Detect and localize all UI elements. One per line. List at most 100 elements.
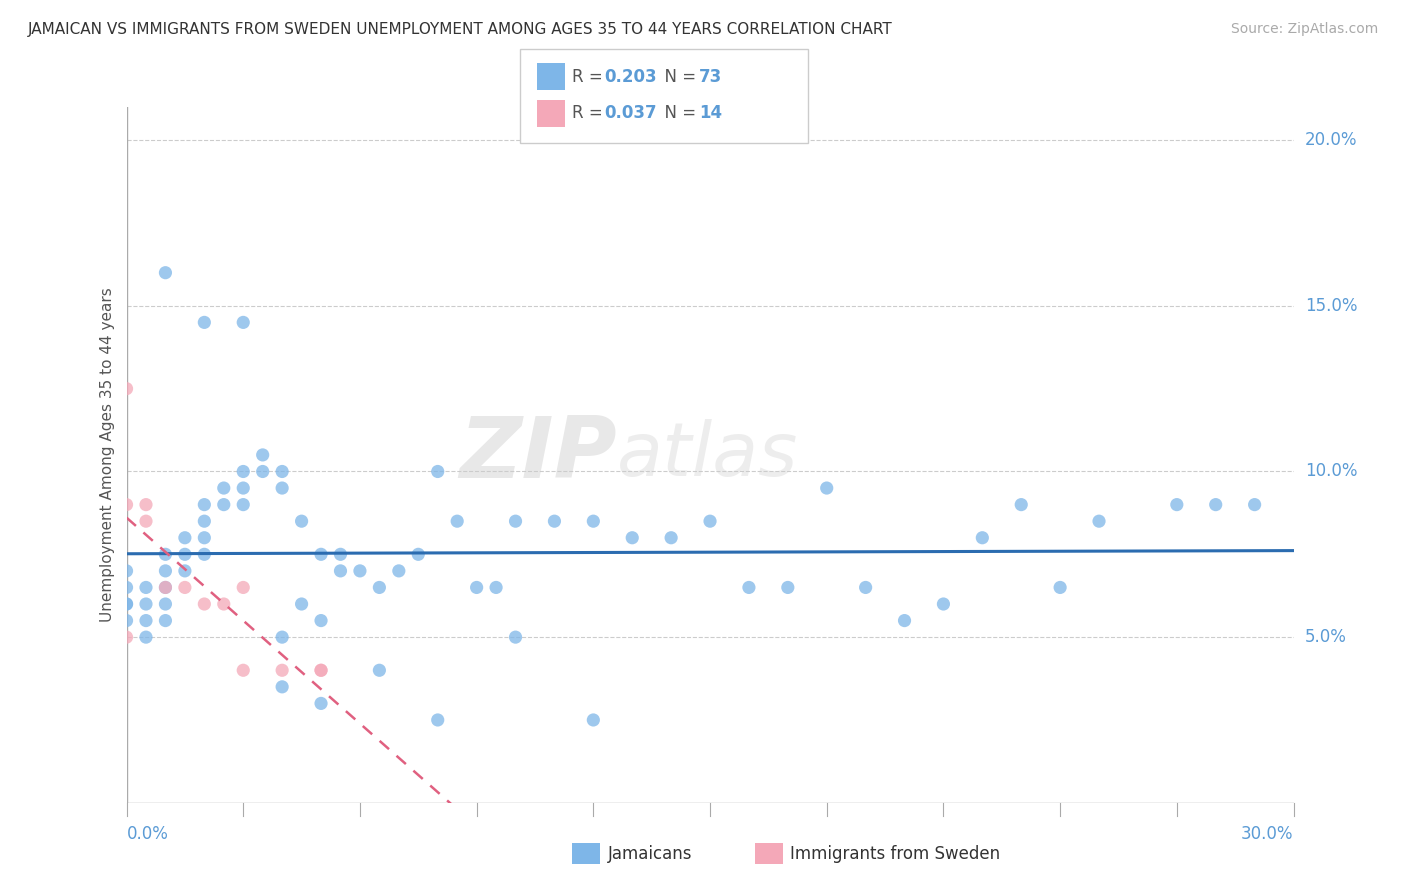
Point: [582, 713, 605, 727]
Point: [621, 531, 644, 545]
Point: [505, 514, 527, 528]
Text: Source: ZipAtlas.com: Source: ZipAtlas.com: [1230, 22, 1378, 37]
Text: 15.0%: 15.0%: [1305, 297, 1358, 315]
Point: [135, 630, 157, 644]
Text: 30.0%: 30.0%: [1241, 825, 1294, 843]
Point: [329, 547, 352, 561]
Point: [155, 581, 177, 595]
Point: [972, 531, 994, 545]
Point: [271, 465, 294, 479]
Text: R =: R =: [572, 104, 609, 122]
Point: [193, 315, 215, 329]
Point: [271, 481, 294, 495]
Point: [388, 564, 411, 578]
Point: [252, 448, 274, 462]
Point: [155, 581, 177, 595]
Point: [893, 614, 915, 628]
Point: [155, 547, 177, 561]
Point: [1088, 514, 1111, 528]
Point: [232, 465, 254, 479]
Text: 10.0%: 10.0%: [1305, 462, 1358, 481]
Point: [232, 581, 254, 595]
Text: Jamaicans: Jamaicans: [607, 845, 692, 863]
Point: [115, 382, 138, 396]
Point: [1243, 498, 1265, 512]
Point: [349, 564, 371, 578]
Point: [212, 481, 235, 495]
Point: [212, 498, 235, 512]
Point: [699, 514, 721, 528]
Y-axis label: Unemployment Among Ages 35 to 44 years: Unemployment Among Ages 35 to 44 years: [100, 287, 115, 623]
Point: [932, 597, 955, 611]
Point: [232, 663, 254, 677]
Point: [329, 564, 352, 578]
Point: [309, 697, 332, 711]
Point: [115, 597, 138, 611]
Point: [174, 581, 197, 595]
Text: N =: N =: [654, 104, 702, 122]
Text: JAMAICAN VS IMMIGRANTS FROM SWEDEN UNEMPLOYMENT AMONG AGES 35 TO 44 YEARS CORREL: JAMAICAN VS IMMIGRANTS FROM SWEDEN UNEMP…: [28, 22, 893, 37]
Point: [135, 614, 157, 628]
Point: [738, 581, 761, 595]
Point: [408, 547, 430, 561]
Point: [193, 514, 215, 528]
Text: atlas: atlas: [617, 419, 799, 491]
Point: [193, 547, 215, 561]
Point: [426, 465, 449, 479]
Point: [232, 498, 254, 512]
Point: [309, 663, 332, 677]
Point: [776, 581, 799, 595]
Point: [212, 597, 235, 611]
Point: [815, 481, 838, 495]
Point: [1049, 581, 1071, 595]
Text: 20.0%: 20.0%: [1305, 131, 1358, 149]
Text: 73: 73: [699, 68, 723, 86]
Point: [582, 514, 605, 528]
Point: [232, 315, 254, 329]
Point: [252, 465, 274, 479]
Point: [271, 680, 294, 694]
Point: [174, 531, 197, 545]
Point: [290, 514, 312, 528]
Point: [1205, 498, 1227, 512]
Point: [426, 713, 449, 727]
Text: 5.0%: 5.0%: [1305, 628, 1347, 646]
Point: [368, 581, 391, 595]
Point: [855, 581, 877, 595]
Point: [115, 564, 138, 578]
Point: [1166, 498, 1188, 512]
Text: 0.0%: 0.0%: [127, 825, 169, 843]
Point: [155, 266, 177, 280]
Point: [465, 581, 488, 595]
Point: [155, 614, 177, 628]
Point: [115, 630, 138, 644]
Text: 0.037: 0.037: [605, 104, 657, 122]
Point: [135, 581, 157, 595]
Point: [115, 614, 138, 628]
Point: [309, 663, 332, 677]
Point: [135, 514, 157, 528]
Point: [1010, 498, 1032, 512]
Point: [271, 663, 294, 677]
Text: N =: N =: [654, 68, 702, 86]
Point: [290, 597, 312, 611]
Point: [309, 547, 332, 561]
Point: [135, 597, 157, 611]
Point: [193, 531, 215, 545]
Point: [309, 614, 332, 628]
Point: [135, 498, 157, 512]
Text: 0.203: 0.203: [605, 68, 657, 86]
Point: [543, 514, 565, 528]
Point: [174, 547, 197, 561]
Point: [232, 481, 254, 495]
Text: Immigrants from Sweden: Immigrants from Sweden: [790, 845, 1000, 863]
Point: [485, 581, 508, 595]
Text: R =: R =: [572, 68, 609, 86]
Point: [115, 581, 138, 595]
Point: [115, 498, 138, 512]
Point: [155, 597, 177, 611]
Point: [193, 498, 215, 512]
Point: [659, 531, 682, 545]
Point: [155, 564, 177, 578]
Point: [193, 597, 215, 611]
